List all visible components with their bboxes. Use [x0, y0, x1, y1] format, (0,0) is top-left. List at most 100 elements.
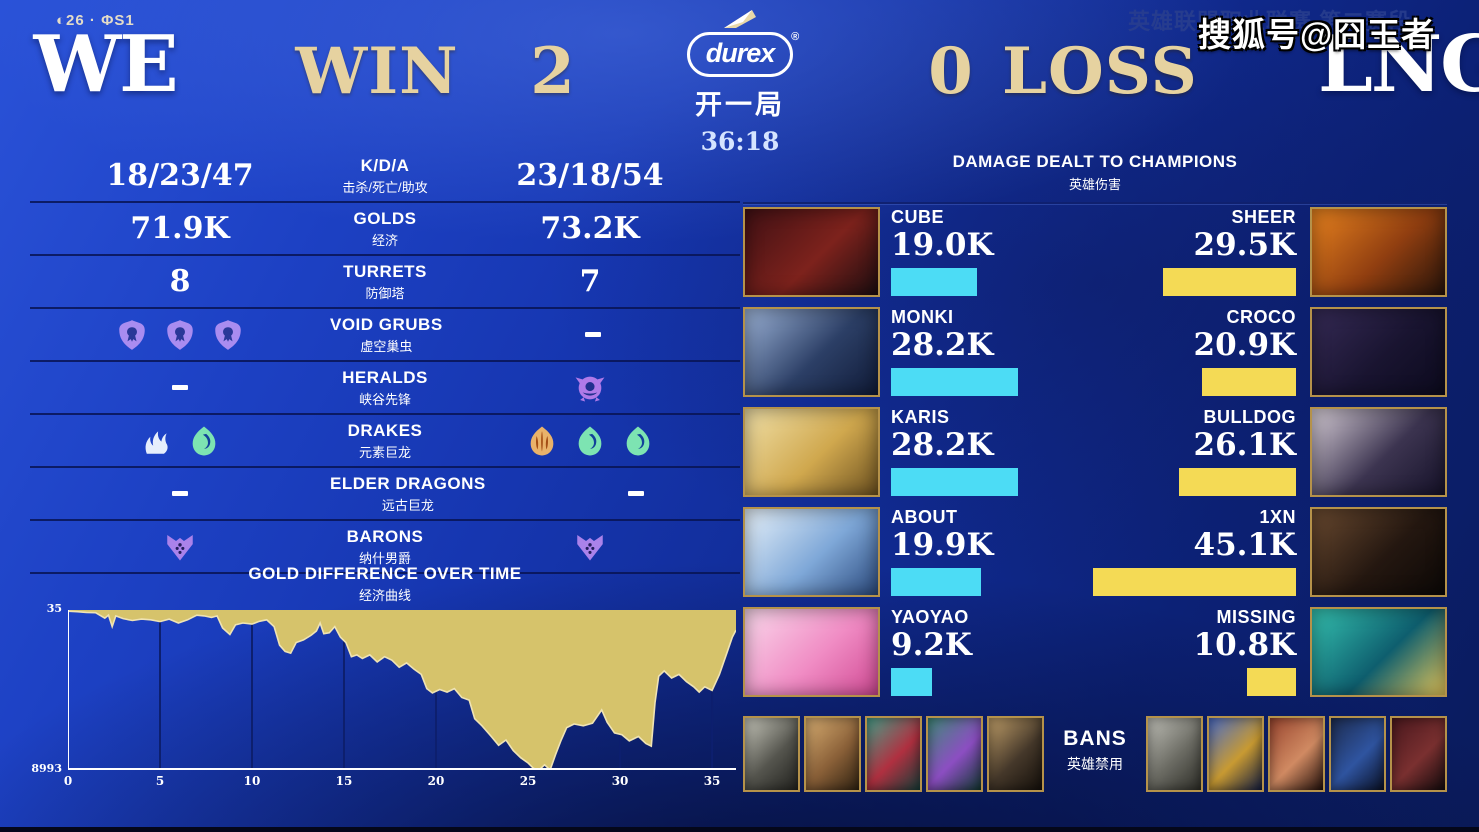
stat-label-cn: 峡谷先锋	[358, 391, 411, 407]
team-stats-table: 18/23/47 K/D/A 击杀/死亡/助攻 23/18/54 71.9K GOLDS 经…	[30, 150, 740, 574]
damage-bar-we	[891, 368, 1018, 396]
ban-portrait-we	[987, 716, 1044, 792]
stat-value-lng	[440, 371, 740, 405]
ban-portrait-lng	[1329, 716, 1386, 792]
damage-row: ABOUT 19.9K 1XN 45.1K	[743, 507, 1447, 597]
bans-lng	[1146, 716, 1447, 792]
stat-value-we: 8	[30, 264, 330, 299]
stat-value-text: 73.2K	[540, 211, 640, 246]
champion-portrait-lng	[1310, 307, 1447, 397]
damage-value-we: 28.2K	[891, 427, 994, 463]
stat-label-en: VOID GRUBS	[330, 314, 443, 334]
stat-row: BARONS 纳什男爵	[30, 521, 740, 574]
damage-value-we: 19.0K	[891, 227, 994, 263]
chart-x-tick: 10	[243, 774, 261, 788]
game-duration: 36:18	[700, 127, 780, 156]
player-name-lng: CROCO	[1226, 307, 1296, 327]
stat-row: VOID GRUBS 虚空巢虫	[30, 309, 740, 362]
ocean-drake-icon	[573, 424, 607, 458]
damage-row: MONKI 28.2K CROCO 20.9K	[743, 307, 1447, 397]
gold-difference-chart	[68, 610, 736, 770]
result-loss-label: LOSS	[1002, 34, 1198, 109]
chart-y-max-label: 35	[46, 602, 62, 615]
bans-label-cn: 英雄禁用	[1067, 756, 1123, 772]
stat-value-lng: 73.2K	[440, 211, 740, 246]
champion-portrait-we	[743, 207, 880, 297]
ban-portrait-lng	[1268, 716, 1325, 792]
broadcast-caption-faint: 英雄联盟职业联赛 第二赛段	[1128, 9, 1412, 34]
champion-portrait-lng	[1310, 607, 1447, 697]
champion-portrait-we	[743, 307, 880, 397]
damage-panel-title-cn: 英雄伤害	[1068, 177, 1121, 192]
series-score-lng: 0	[928, 34, 974, 109]
stat-label-cn: 远古巨龙	[381, 497, 434, 513]
player-name-lng: MISSING	[1216, 607, 1296, 627]
ban-portrait-we	[926, 716, 983, 792]
champion-portrait-we	[743, 607, 880, 697]
stat-label: DRAKES 元素巨龙	[330, 421, 440, 461]
ban-portrait-lng	[1207, 716, 1264, 792]
damage-bar-we	[891, 468, 1018, 496]
baron-icon	[163, 530, 197, 564]
chart-x-tick: 0	[63, 774, 73, 788]
damage-bar-lng	[1163, 268, 1296, 296]
player-name-we: CUBE	[891, 207, 945, 227]
stat-label-en: ELDER DRAGONS	[330, 473, 486, 493]
stat-label-cn: 元素巨龙	[358, 444, 411, 460]
player-name-lng: 1XN	[1259, 507, 1296, 527]
stat-label-en: DRAKES	[347, 420, 423, 440]
cloud-drake-icon	[139, 424, 173, 458]
champion-portrait-lng	[1310, 407, 1447, 497]
ban-portrait-lng	[1390, 716, 1447, 792]
damage-row: KARIS 28.2K BULLDOG 26.1K	[743, 407, 1447, 497]
grub-icon	[211, 318, 245, 352]
no-objective-dash	[172, 385, 188, 390]
damage-bar-we	[891, 268, 977, 296]
stat-label-en: HERALDS	[342, 367, 428, 387]
stat-value-lng	[440, 530, 740, 564]
stat-value-we	[30, 530, 330, 564]
no-objective-dash	[172, 491, 188, 496]
durex-logo: durex ®	[686, 31, 799, 77]
damage-rows: CUBE 19.0K SHEER 29.5K MONKI 28.2K CROCO 20.9K K…	[743, 207, 1447, 707]
player-name-lng: SHEER	[1231, 207, 1296, 227]
stat-label-cn: 经济	[371, 232, 398, 248]
stat-value-we	[30, 491, 330, 496]
chart-y-min-label: 8993	[31, 762, 62, 775]
damage-bar-lng	[1178, 468, 1296, 496]
player-name-we: KARIS	[891, 407, 950, 427]
player-name-we: ABOUT	[891, 507, 958, 527]
team-name-we: WE	[33, 19, 178, 110]
ban-portrait-we	[804, 716, 861, 792]
stat-value-we	[30, 318, 330, 352]
chart-x-tick: 35	[703, 774, 721, 788]
stat-label: ELDER DRAGONS 远古巨龙	[330, 474, 486, 514]
grub-icon	[163, 318, 197, 352]
damage-value-we: 9.2K	[891, 627, 972, 663]
player-name-we: YAOYAO	[891, 607, 969, 627]
stat-value-we	[30, 424, 330, 458]
ocean-drake-icon	[621, 424, 655, 458]
registered-mark: ®	[791, 31, 799, 43]
no-objective-dash	[627, 491, 644, 496]
stat-label: HERALDS 峡谷先锋	[330, 368, 440, 408]
bans-label-en: BANS	[1063, 727, 1127, 750]
damage-value-we: 19.9K	[891, 527, 994, 563]
damage-value-lng: 10.8K	[1193, 627, 1296, 663]
stat-label: TURRETS 防御塔	[330, 262, 440, 302]
stat-row: 18/23/47 K/D/A 击杀/死亡/助攻 23/18/54	[30, 150, 740, 203]
chart-x-tick: 20	[427, 774, 445, 788]
stat-label: K/D/A 击杀/死亡/助攻	[330, 156, 440, 196]
stat-row: ELDER DRAGONS 远古巨龙	[30, 468, 740, 521]
ban-portrait-we	[865, 716, 922, 792]
stat-value-lng	[486, 491, 786, 496]
gold-chart-heading: GOLD DIFFERENCE OVER TIME 经济曲线	[30, 564, 740, 604]
stat-value-text: 7	[579, 264, 601, 299]
damage-panel-title: DAMAGE DEALT TO CHAMPIONS	[952, 152, 1238, 171]
stat-label-en: BARONS	[346, 526, 424, 546]
ban-portrait-lng	[1146, 716, 1203, 792]
sponsor-flag-icon	[724, 10, 756, 28]
herald-icon	[573, 371, 607, 405]
stat-label-cn: 纳什男爵	[358, 550, 411, 566]
